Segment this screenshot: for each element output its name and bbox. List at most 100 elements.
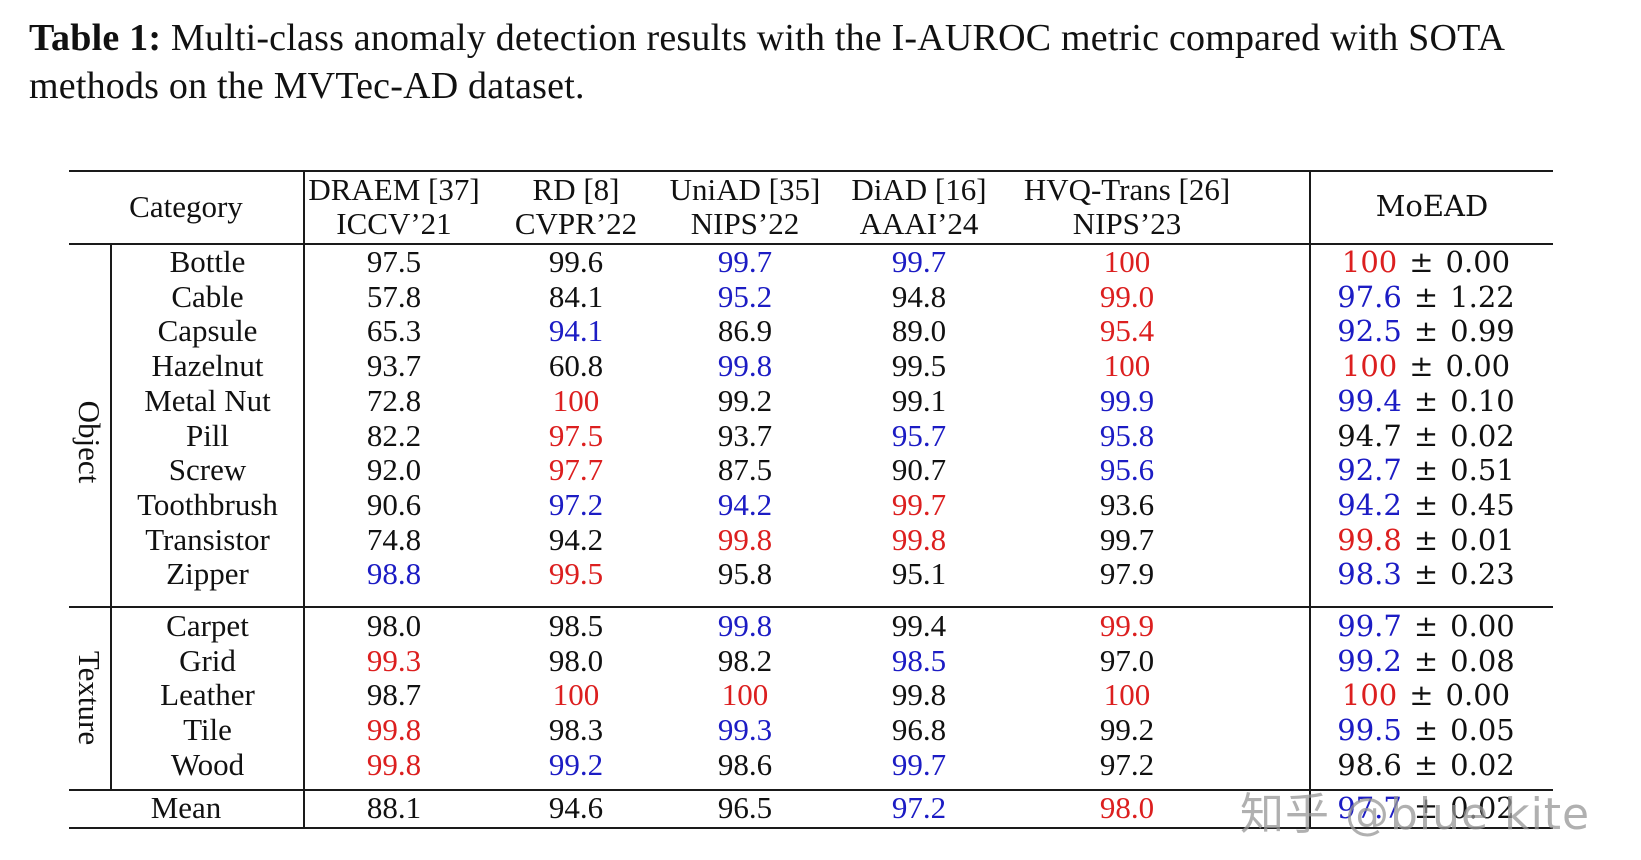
header-method-name: DRAEM [37]: [308, 172, 480, 207]
caption-text: Multi-class anomaly detection results wi…: [29, 17, 1504, 107]
header-rule: [69, 243, 1553, 245]
category-name: Pill: [185, 417, 230, 453]
plus-minus-symbol: ±: [1413, 609, 1439, 643]
score-cell: 96.8: [891, 712, 947, 748]
moead-std: 0.00: [1445, 245, 1511, 279]
moead-cell: 97.6 ±1.22: [1311, 279, 1541, 315]
moead-cell: 99.8 ±0.01: [1311, 522, 1541, 558]
score-cell: 74.8: [366, 521, 422, 557]
plus-minus-symbol: ±: [1413, 791, 1439, 825]
moead-cell: 100 ±0.00: [1311, 677, 1541, 713]
score-cell: 99.8: [717, 521, 773, 557]
moead-std: 0.51: [1450, 453, 1515, 488]
score-cell: 99.8: [717, 608, 773, 643]
moead-mean: 97.6: [1337, 279, 1402, 314]
plus-minus-symbol: ±: [1413, 557, 1439, 592]
moead-mean: 99.7: [1337, 609, 1402, 643]
category-name: Metal Nut: [144, 382, 271, 418]
category-name: Wood: [170, 746, 245, 782]
category-divider: [303, 170, 305, 829]
moead-cell: 99.7 ±0.00: [1311, 608, 1541, 644]
score-cell: 100: [552, 382, 600, 418]
score-cell: 98.5: [891, 642, 947, 678]
score-cell: 98.0: [366, 608, 422, 643]
plus-minus-symbol: ±: [1413, 643, 1439, 678]
moead-mean: 100: [1341, 349, 1398, 384]
moead-std: 0.05: [1450, 713, 1515, 748]
category-name: Cable: [171, 278, 244, 314]
moead-mean: 92.5: [1337, 314, 1402, 349]
score-cell: 99.8: [366, 712, 422, 748]
score-cell: 98.0: [548, 642, 604, 678]
score-cell: 86.9: [717, 313, 773, 349]
score-cell: 94.6: [548, 790, 604, 825]
score-cell: 99.1: [891, 382, 947, 418]
moead-std: 0.99: [1450, 314, 1515, 349]
moead-std: 0.02: [1450, 418, 1515, 453]
score-cell: 96.5: [717, 790, 773, 825]
score-cell: 97.5: [366, 244, 422, 279]
results-table: Category DRAEM [37] ICCV’21 RD [8] CVPR’22 U…: [69, 170, 1553, 829]
score-cell: 99.4: [891, 608, 947, 643]
moead-std: 0.00: [1445, 349, 1511, 384]
watermark: 知乎 @blue kite: [1240, 789, 1591, 840]
score-cell: 97.2: [548, 486, 604, 522]
category-name: Toothbrush: [137, 486, 278, 522]
moead-mean: 98.3: [1337, 557, 1402, 592]
moead-mean: 94.2: [1337, 487, 1402, 522]
category-name: Tile: [183, 712, 232, 748]
moead-cell: 100 ±0.00: [1311, 244, 1541, 280]
header-method-venue: ICCV’21: [336, 206, 452, 241]
score-cell: 84.1: [548, 278, 604, 314]
score-cell: 97.9: [1099, 556, 1155, 592]
plus-minus-symbol: ±: [1413, 314, 1439, 349]
score-cell: 94.2: [717, 486, 773, 522]
header-method-venue: AAAI’24: [859, 206, 979, 241]
moead-cell: 94.7 ±0.02: [1311, 418, 1541, 454]
category-name: Hazelnut: [151, 348, 264, 384]
score-cell: 95.8: [717, 556, 773, 592]
moead-std: 0.02: [1450, 791, 1515, 825]
table-caption: Table 1: Multi-class anomaly detection r…: [29, 14, 1609, 110]
score-cell: 95.2: [717, 278, 773, 314]
top-rule: [69, 170, 1553, 172]
moead-mean: 99.8: [1337, 522, 1402, 557]
moead-std: 0.01: [1450, 522, 1515, 557]
score-cell: 100: [1103, 244, 1151, 279]
score-cell: 99.6: [548, 244, 604, 279]
header-method-name: HVQ-Trans [26]: [1023, 172, 1231, 207]
score-cell: 99.7: [891, 244, 947, 279]
plus-minus-symbol: ±: [1413, 747, 1439, 782]
score-cell: 97.0: [1099, 642, 1155, 678]
moead-mean: 97.7: [1337, 791, 1402, 825]
score-cell: 99.5: [891, 348, 947, 384]
score-cell: 99.8: [366, 746, 422, 782]
score-cell: 100: [721, 677, 769, 713]
category-name: Zipper: [166, 556, 249, 592]
category-name: Screw: [168, 452, 247, 488]
score-cell: 60.8: [548, 348, 604, 384]
plus-minus-symbol: ±: [1409, 245, 1434, 279]
moead-cell: 97.7 ±0.02: [1311, 790, 1541, 826]
category-name: Capsule: [157, 313, 258, 349]
score-cell: 98.8: [366, 556, 422, 592]
mean-rule: [69, 789, 1553, 791]
score-cell: 57.8: [366, 278, 422, 314]
score-cell: 99.8: [891, 521, 947, 557]
moead-mean: 100: [1341, 678, 1398, 713]
plus-minus-symbol: ±: [1413, 453, 1439, 488]
moead-cell: 98.3 ±0.23: [1311, 556, 1541, 592]
category-name: Grid: [179, 642, 236, 678]
score-cell: 95.6: [1099, 452, 1155, 488]
header-method-name: RD [8]: [532, 172, 620, 207]
mean-row-label: Mean: [150, 790, 222, 825]
plus-minus-symbol: ±: [1409, 678, 1434, 713]
plus-minus-symbol: ±: [1413, 713, 1439, 748]
moead-cell: 92.7 ±0.51: [1311, 452, 1541, 488]
bottom-rule: [69, 827, 1553, 829]
plus-minus-symbol: ±: [1413, 279, 1439, 314]
score-cell: 99.7: [1099, 521, 1155, 557]
moead-mean: 100: [1341, 245, 1398, 279]
moead-mean: 92.7: [1337, 453, 1402, 488]
score-cell: 97.5: [548, 417, 604, 453]
